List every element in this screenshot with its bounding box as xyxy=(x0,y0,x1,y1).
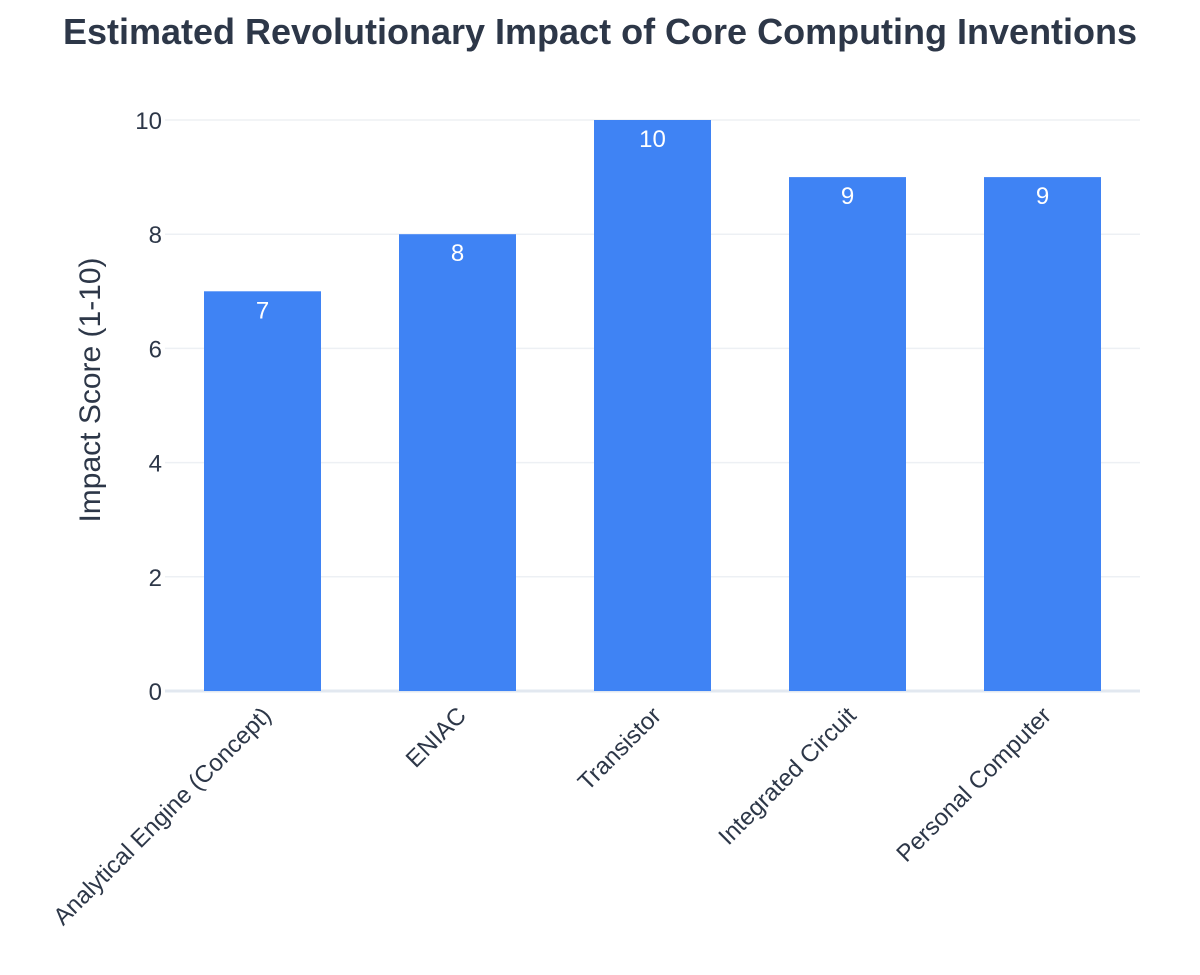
y-tick-label: 8 xyxy=(149,222,162,249)
bars xyxy=(204,120,1101,692)
bar-value-label: 8 xyxy=(451,240,464,267)
chart-title: Estimated Revolutionary Impact of Core C… xyxy=(63,11,1137,52)
x-tick-label: Transistor xyxy=(573,702,667,796)
y-axis-ticks: 0 2 4 6 8 10 xyxy=(135,108,162,706)
y-tick-label: 0 xyxy=(149,679,162,706)
bar[interactable] xyxy=(789,177,906,692)
x-tick-label: ENIAC xyxy=(401,702,472,773)
y-axis-label: Impact Score (1-10) xyxy=(74,257,107,522)
x-axis-ticks: Analytical Engine (Concept) ENIAC Transist… xyxy=(48,702,1057,931)
y-tick-label: 2 xyxy=(149,565,162,592)
y-tick-label: 4 xyxy=(149,451,162,478)
y-tick-label: 6 xyxy=(149,336,162,363)
x-tick-label: Integrated Circuit xyxy=(713,702,862,851)
y-tick-label: 10 xyxy=(135,108,162,135)
bar-value-label: 10 xyxy=(639,126,666,153)
bar[interactable] xyxy=(399,234,516,691)
bar-value-label: 7 xyxy=(256,297,269,324)
bar[interactable] xyxy=(204,291,321,691)
bar[interactable] xyxy=(984,177,1101,692)
bar[interactable] xyxy=(594,120,711,691)
x-tick-label: Personal Computer xyxy=(891,702,1056,867)
bar-value-label: 9 xyxy=(841,183,854,210)
data-labels: 7 8 10 9 9 xyxy=(256,126,1049,324)
x-tick-label: Analytical Engine (Concept) xyxy=(48,702,277,931)
bar-value-label: 9 xyxy=(1036,183,1049,210)
